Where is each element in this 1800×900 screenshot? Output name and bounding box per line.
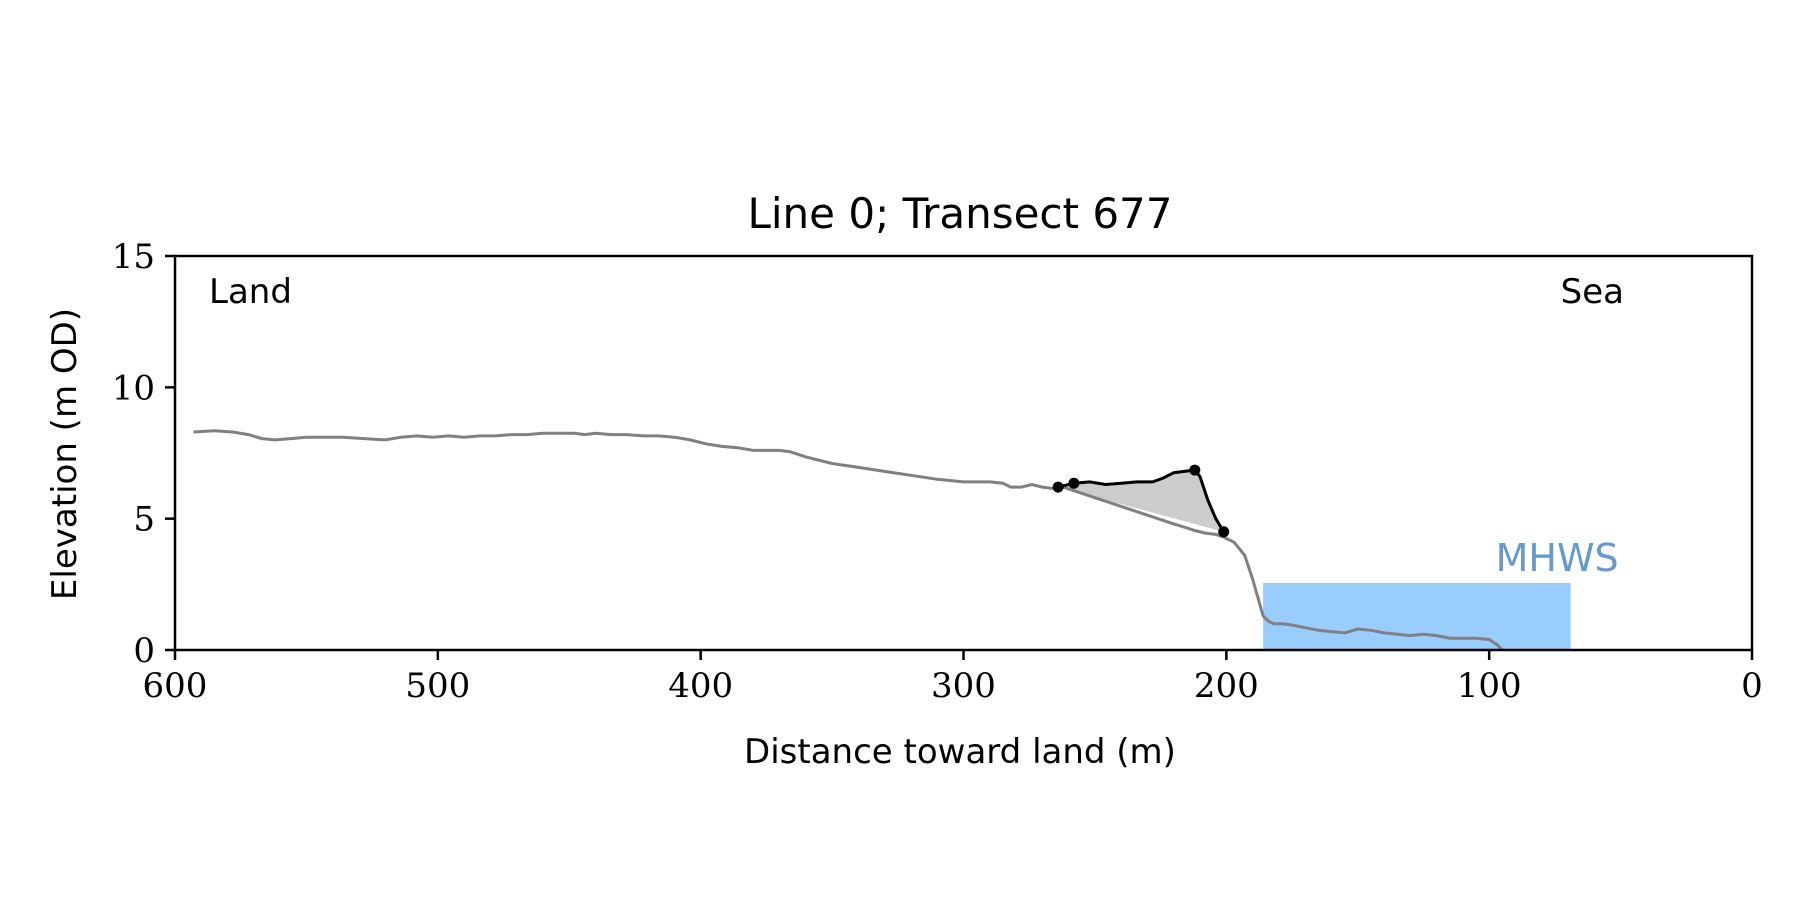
- y-tick-label: 0: [133, 631, 155, 671]
- x-tick-label: 400: [668, 666, 733, 706]
- y-tick-label: 15: [112, 237, 155, 277]
- x-tick-label: 300: [931, 666, 996, 706]
- dune-marker: [1218, 526, 1230, 538]
- dune-fill-area: [1058, 470, 1224, 532]
- dune-segment-line: [1057, 468, 1225, 533]
- plot-area: [193, 429, 1571, 652]
- y-tick-label: 5: [133, 500, 155, 540]
- profile-line: [193, 429, 1504, 652]
- chart-title: Line 0; Transect 677: [747, 189, 1172, 238]
- land-label: Land: [209, 272, 292, 312]
- x-tick-label: 500: [405, 666, 470, 706]
- dune-markers: [1052, 464, 1230, 538]
- x-axis-label: Distance toward land (m): [744, 732, 1176, 772]
- mhws-band: [1263, 583, 1571, 650]
- y-axis-label: Elevation (m OD): [45, 308, 85, 600]
- dune-marker: [1189, 464, 1201, 476]
- x-axis-ticks: 600 500 400 300 200 100 0: [143, 650, 1763, 706]
- dune-marker: [1068, 477, 1080, 489]
- y-axis-ticks: 0 5 10 15: [112, 237, 175, 671]
- mhws-label: MHWS: [1496, 536, 1619, 580]
- dune-marker: [1052, 481, 1064, 493]
- x-tick-label: 600: [143, 666, 208, 706]
- sea-label: Sea: [1561, 272, 1624, 312]
- x-tick-label: 0: [1741, 666, 1763, 706]
- x-tick-label: 200: [1194, 666, 1259, 706]
- x-tick-label: 100: [1457, 666, 1522, 706]
- y-tick-label: 10: [112, 368, 155, 408]
